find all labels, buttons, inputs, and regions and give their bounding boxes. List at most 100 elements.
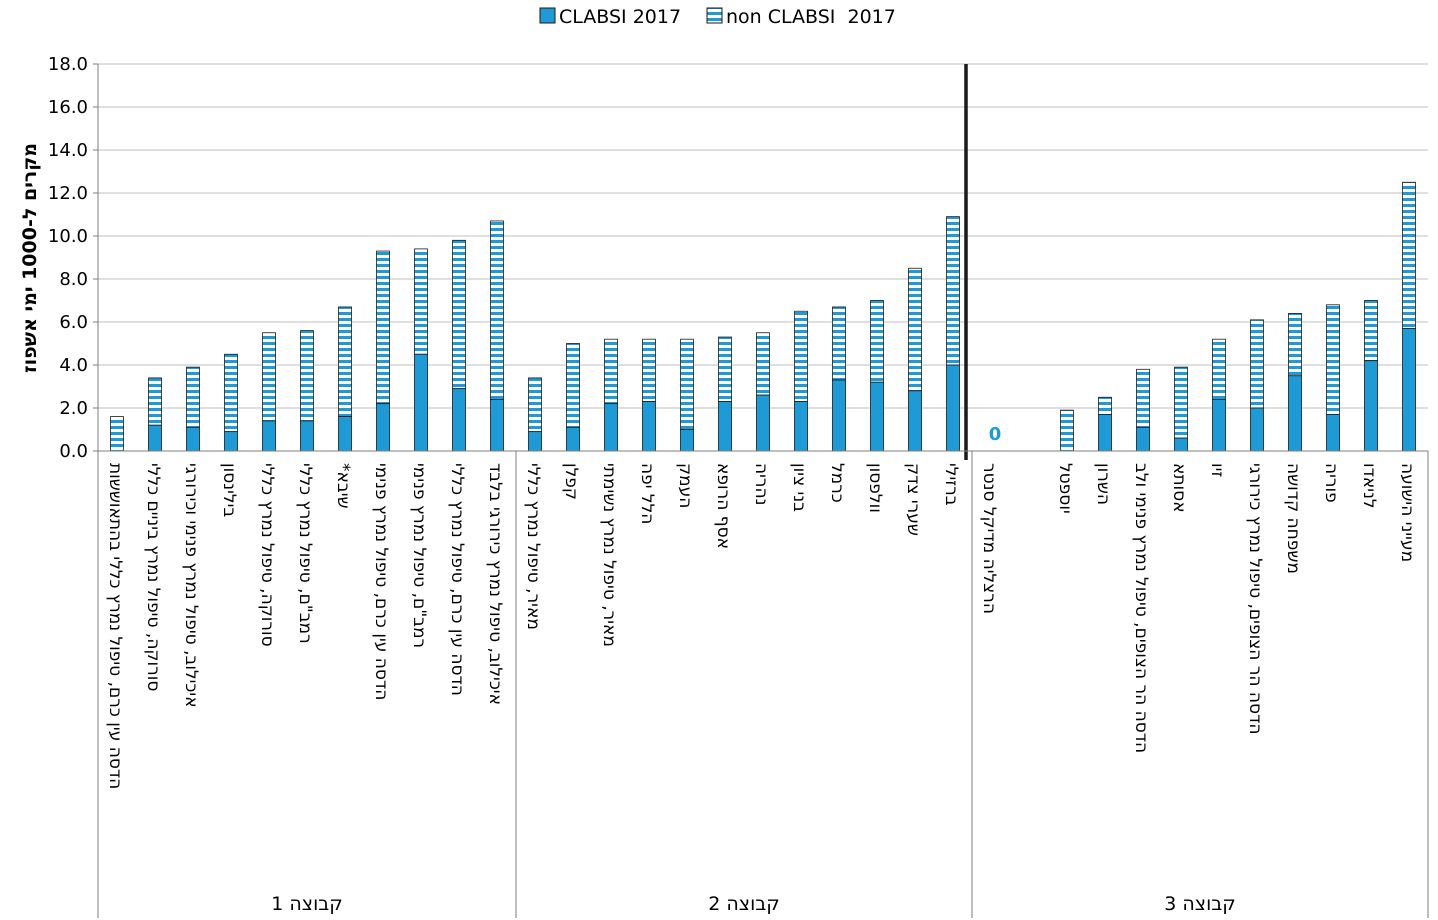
bar-clabsi (566, 426, 580, 452)
bar-clabsi (452, 388, 466, 452)
y-tick-label: 0.0 (59, 441, 88, 462)
category-label: בילינסון (219, 463, 239, 517)
bar-non-clabsi (566, 343, 580, 428)
bar-non-clabsi (1364, 300, 1378, 362)
bar-non-clabsi (1174, 366, 1188, 439)
bar-non-clabsi (338, 306, 352, 418)
category-label: אסף הרופא (713, 463, 733, 549)
category-label: מעייני הישועה (1397, 463, 1417, 562)
bar-clabsi (148, 424, 162, 452)
category-label: נהריה (751, 463, 771, 505)
bar-non-clabsi (110, 416, 124, 452)
category-label: סורוקה, טיפול נמרץ כללי (257, 463, 277, 647)
y-tick-label: 4.0 (59, 355, 88, 376)
category-label: הרצליה מדיקל סנטר (979, 463, 999, 614)
bar-non-clabsi (870, 300, 884, 383)
category-label: קפלן (561, 463, 581, 500)
category-label: לניאדו (1359, 463, 1379, 509)
bar-clabsi (414, 353, 428, 452)
group-label: קבוצה 3 (1164, 893, 1235, 915)
bar-non-clabsi (1326, 304, 1340, 415)
y-tick-label: 18.0 (48, 54, 88, 75)
bar-non-clabsi (148, 377, 162, 426)
bar-non-clabsi (946, 216, 960, 366)
bar-clabsi (1364, 360, 1378, 452)
y-tick-label: 10.0 (48, 226, 88, 247)
bar-non-clabsi (832, 306, 846, 381)
y-axis: 0.0 2.0 4.0 6.0 8.0 10.0 12.0 14.0 16.0 18.0 (48, 54, 99, 462)
category-label: יוספטל (1055, 463, 1075, 514)
bar-clabsi (604, 403, 618, 452)
bar-clabsi (1402, 328, 1416, 452)
bar-clabsi (1250, 407, 1264, 452)
bar-clabsi (832, 379, 846, 452)
data-label-zero: 0 (989, 424, 1002, 445)
category-label: זיו (1207, 463, 1227, 477)
bar-clabsi (1212, 398, 1226, 452)
category-label: הדסה הר הצופים, טיפול נמרץ פנימי ולב (1131, 463, 1151, 753)
bar-non-clabsi (642, 338, 656, 402)
category-label: השרון (1093, 463, 1113, 505)
category-label: פוריה (1321, 463, 1341, 503)
category-label: כרמל (827, 463, 847, 503)
category-label: שערי צדק (903, 463, 923, 536)
bar-clabsi (528, 431, 542, 452)
bar-clabsi (756, 394, 770, 452)
bar-clabsi (1098, 414, 1112, 452)
bar-clabsi (642, 401, 656, 452)
bar-clabsi (908, 390, 922, 452)
bar-non-clabsi (452, 239, 466, 390)
bar-clabsi (490, 398, 504, 452)
bar-clabsi (1326, 414, 1340, 452)
bars: 0 (110, 64, 1416, 460)
category-label: הדסה הר הצופים, טיפול נמרץ כירורגי (1245, 463, 1265, 734)
category-label: אסותא (1169, 463, 1189, 513)
category-label: הדסה עין כרם, טיפול נמרץ פנימי (371, 463, 391, 700)
bar-non-clabsi (490, 220, 504, 400)
legend-swatch-clabsi (539, 7, 556, 24)
bar-non-clabsi (528, 377, 542, 433)
legend: CLABSI 2017 non CLABSI 2017 (539, 6, 896, 28)
bar-non-clabsi (718, 336, 732, 402)
category-label: מאיר, טיפול נמרץ כללי (523, 463, 543, 630)
y-tick-label: 14.0 (48, 140, 88, 161)
bar-non-clabsi (1250, 319, 1264, 409)
bar-clabsi (1288, 375, 1302, 452)
bar-clabsi (794, 401, 808, 452)
bar-non-clabsi (680, 338, 694, 430)
bar-non-clabsi (1060, 409, 1074, 452)
category-label: בני ציון (789, 463, 809, 512)
bar-non-clabsi (1402, 181, 1416, 329)
y-tick-label: 2.0 (59, 398, 88, 419)
bar-non-clabsi (1098, 396, 1112, 415)
bar-non-clabsi (224, 353, 238, 433)
x-axis: הדסה עין כרם, טיפול נמרץ כללי בהתאוששות ס… (97, 450, 1429, 918)
bar-clabsi (1136, 426, 1150, 452)
category-label: ברזילי (941, 463, 961, 506)
bar-non-clabsi (794, 310, 808, 402)
legend-label-non-clabsi: non CLABSI 2017 (726, 6, 896, 28)
bar-clabsi (870, 381, 884, 452)
y-tick-label: 8.0 (59, 269, 88, 290)
bar-clabsi (300, 420, 314, 452)
bar-non-clabsi (414, 248, 428, 355)
category-label: רמב"ם, טיפול נמרץ כללי (295, 463, 315, 644)
category-label: הדסה עין כרם, טיפול נמרץ כללי בהתאוששות (105, 463, 125, 789)
bar-clabsi (338, 416, 352, 452)
legend-swatch-non-clabsi (706, 7, 723, 24)
bar-clabsi (224, 431, 238, 452)
category-label: וולפסון (865, 463, 885, 513)
category-label: רמב"ם, טיפול נמרץ פנימי (409, 463, 429, 648)
bar-clabsi (186, 426, 200, 452)
gridlines (98, 63, 1428, 452)
category-label: משפחה קדושה (1283, 463, 1303, 574)
group-label: קבוצה 2 (708, 893, 779, 915)
bar-non-clabsi (186, 366, 200, 428)
bar-non-clabsi (908, 267, 922, 392)
category-label: שיבא* (333, 463, 353, 509)
bar-non-clabsi (300, 330, 314, 422)
category-label: איכילוב, טיפול נמרץ כירורגי בלבד (485, 463, 505, 705)
bar-clabsi (262, 420, 276, 452)
